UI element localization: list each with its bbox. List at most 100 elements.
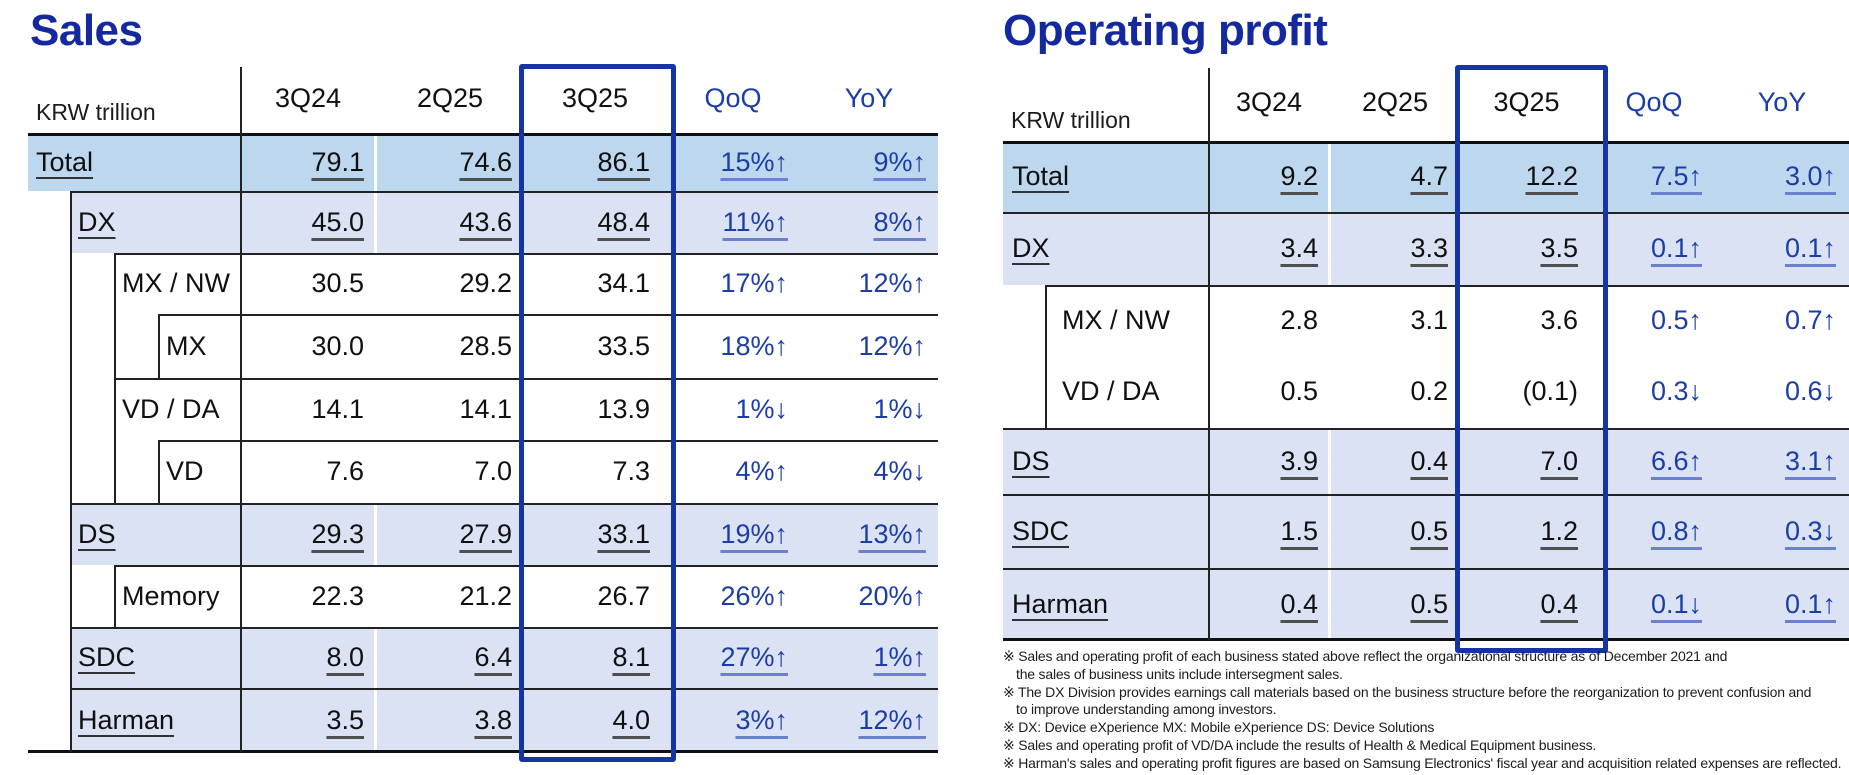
sales-mx-3q25: 33.5	[597, 330, 650, 361]
sales-sdc-3q24: 8.0	[326, 642, 364, 672]
row-border	[1003, 212, 1849, 214]
sales-harman-2q25: 3.8	[474, 704, 512, 735]
indent-guide	[1045, 285, 1047, 428]
sales-label-total: Total	[36, 146, 94, 177]
op-mxnw-3q24: 2.8	[1280, 304, 1318, 335]
op-label-sdc: SDC	[1012, 515, 1070, 546]
op-sdc-3q25: 1.2	[1540, 515, 1578, 546]
op-label-ds: DS	[1012, 445, 1050, 476]
op-label-mxnw: MX / NW	[1062, 304, 1170, 335]
op-vdda-2q25: 0.2	[1410, 376, 1448, 406]
op-sdc-2q25: 0.5	[1410, 515, 1448, 546]
op-vdda-3q25: (0.1)	[1522, 376, 1578, 406]
row-border	[1003, 428, 1849, 430]
op-unit-label: KRW trillion	[1011, 106, 1131, 133]
sales-mxnw-2q25: 29.2	[459, 268, 512, 298]
footnote-line: to improve understanding among investors…	[1016, 701, 1277, 718]
sales-label-ds: DS	[78, 518, 116, 549]
sales-mxnw-qoq: 17%↑	[720, 268, 788, 298]
sales-col-qoq: QoQ	[704, 82, 762, 113]
sales-vd-qoq: 4%↑	[735, 456, 788, 486]
op-total-3q25: 12.2	[1525, 161, 1578, 191]
op-row-harman-bg	[1003, 568, 1849, 640]
sales-row-ds-bg	[70, 503, 938, 565]
op-mxnw-qoq: 0.5↑	[1650, 304, 1702, 335]
sales-mx-yoy: 12%↑	[858, 330, 926, 361]
sales-total-yoy: 9%↑	[873, 146, 926, 177]
footnotes: ※ Sales and operating profit of each bus…	[1003, 648, 1849, 773]
sales-title: Sales	[30, 6, 143, 55]
row-border	[70, 191, 938, 193]
op-harman-yoy: 0.1↑	[1784, 588, 1836, 619]
col-divider-white	[1328, 568, 1331, 640]
op-label-harman: Harman	[1012, 588, 1109, 619]
table-bottom-border	[1003, 638, 1849, 641]
sales-harman-qoq: 3%↑	[735, 704, 788, 735]
sales-memory-yoy: 20%↑	[858, 580, 926, 611]
sales-memory-2q25: 21.2	[459, 580, 512, 611]
op-total-3q24: 9.2	[1280, 161, 1318, 191]
label-column-divider	[240, 67, 242, 752]
sales-row-dx-bg	[70, 191, 938, 253]
sales-ds-yoy: 13%↑	[858, 518, 926, 549]
col-divider-white	[374, 688, 377, 752]
sales-dx-yoy: 8%↑	[873, 206, 926, 237]
sales-unit-label: KRW trillion	[36, 98, 156, 125]
sales-label-sdc: SDC	[78, 642, 136, 672]
sales-vd-2q25: 7.0	[474, 456, 512, 486]
op-col-3q25: 3Q25	[1493, 86, 1560, 117]
op-ds-2q25: 0.4	[1410, 445, 1448, 476]
op-dx-yoy: 0.1↑	[1784, 233, 1836, 263]
sales-vd-3q25: 7.3	[612, 456, 650, 486]
sales-mx-2q25: 28.5	[459, 330, 512, 361]
col-divider-white	[1328, 428, 1331, 494]
sales-label-dx: DX	[78, 206, 116, 237]
footnote-line: ※ Sales and operating profit of VD/DA in…	[1003, 736, 1597, 753]
row-border	[158, 440, 938, 442]
row-border	[70, 503, 938, 505]
sales-vdda-qoq: 1%↓	[735, 393, 788, 424]
sales-dx-2q25: 43.6	[459, 206, 512, 237]
op-row-total-bg	[1003, 141, 1849, 212]
footnote-line: ※ Sales and operating profit of each bus…	[1003, 648, 1728, 664]
col-divider-white	[1328, 494, 1331, 568]
op-row-dx-bg	[1003, 212, 1849, 285]
op-vdda-3q24: 0.5	[1280, 376, 1318, 406]
op-total-qoq: 7.5↑	[1650, 161, 1702, 191]
indent-guide-2b	[114, 565, 116, 627]
sales-col-2q25: 2Q25	[416, 82, 484, 113]
sales-mx-3q24: 30.0	[311, 330, 364, 361]
row-border	[1003, 568, 1849, 570]
sales-harman-3q24: 3.5	[326, 704, 364, 735]
footnote-line: ※ The DX Division provides earnings call…	[1003, 683, 1812, 700]
sales-dx-qoq: 11%↑	[722, 206, 788, 237]
footnote-line: the sales of business units include inte…	[1016, 665, 1343, 682]
op-harman-3q24: 0.4	[1280, 588, 1318, 619]
row-border	[158, 314, 938, 316]
op-total-yoy: 3.0↑	[1784, 161, 1836, 191]
sales-label-mxnw: MX / NW	[122, 268, 230, 298]
sales-vd-3q24: 7.6	[326, 456, 364, 486]
row-border	[1045, 285, 1849, 287]
indent-guide-3	[158, 314, 160, 378]
op-dx-3q24: 3.4	[1280, 233, 1318, 263]
sales-mxnw-3q25: 34.1	[597, 268, 650, 298]
op-label-total: Total	[1012, 161, 1070, 191]
col-divider-white	[374, 503, 377, 565]
sales-harman-3q25: 4.0	[612, 704, 650, 735]
sales-col-3q24: 3Q24	[274, 82, 342, 113]
col-divider-white	[1328, 141, 1331, 212]
sales-memory-qoq: 26%↑	[720, 580, 788, 611]
op-mxnw-yoy: 0.7↑	[1784, 304, 1836, 335]
op-harman-3q25: 0.4	[1540, 588, 1578, 619]
sales-label-mx: MX	[166, 330, 207, 361]
row-border	[70, 627, 938, 629]
sales-total-3q24: 79.1	[311, 146, 364, 177]
footnote-line: ※ DX: Device eXperience MX: Mobile eXper…	[1003, 719, 1435, 736]
sales-row-total-bg	[28, 133, 938, 191]
table-bottom-border	[28, 750, 938, 753]
sales-harman-yoy: 12%↑	[858, 704, 926, 735]
op-col-qoq: QoQ	[1625, 86, 1683, 117]
sales-sdc-qoq: 27%↑	[720, 642, 788, 672]
sales-col-3q25: 3Q25	[561, 82, 629, 113]
